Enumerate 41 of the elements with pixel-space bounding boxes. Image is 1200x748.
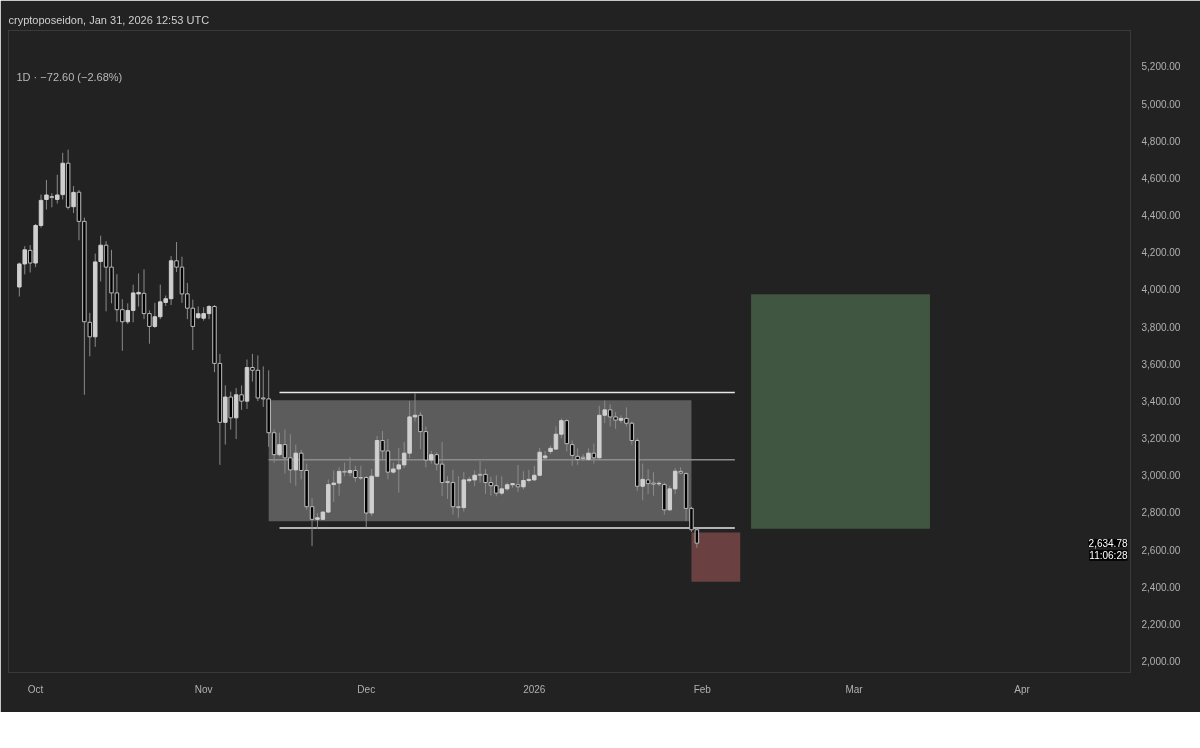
y-tick-label: 4,000.00 <box>1141 284 1181 296</box>
y-tick-label: 2,800.00 <box>1141 507 1181 519</box>
candlestick <box>228 391 233 431</box>
candlestick <box>49 192 55 208</box>
y-tick-label: 4,800.00 <box>1141 135 1181 147</box>
y-tick-label: 3,800.00 <box>1141 321 1181 333</box>
y-tick-label: 4,400.00 <box>1141 210 1181 222</box>
y-tick-label: 3,400.00 <box>1141 395 1181 407</box>
candlestick <box>515 464 521 493</box>
x-tick-label: Feb <box>693 683 712 695</box>
x-tick-label: 2026 <box>523 683 546 695</box>
chart-subtitle: cryptoposeidon, Jan 31, 2026 12:53 UTC <box>8 13 210 26</box>
y-tick-label: 3,200.00 <box>1141 433 1181 445</box>
y-tick-label: 2,400.00 <box>1141 581 1181 593</box>
text: 1D · −72.60 (−2.68%) <box>16 70 123 83</box>
candlestick <box>44 179 49 210</box>
x-tick-label: Dec <box>357 683 376 695</box>
y-tick-label: 4,200.00 <box>1141 247 1181 259</box>
candlestick <box>618 414 624 424</box>
x-tick-label: Oct <box>27 683 44 695</box>
candlestick <box>87 312 93 357</box>
candlestick <box>640 463 645 501</box>
annotation: 2,634.78 <box>1088 538 1128 550</box>
candlestick <box>233 387 239 440</box>
x-tick-label: Mar <box>845 683 864 695</box>
y-tick-label: 3,600.00 <box>1141 358 1181 370</box>
y-tick-label: 5,000.00 <box>1141 98 1181 110</box>
x-tick-label: Nov <box>194 683 213 695</box>
y-tick-label: 3,000.00 <box>1141 470 1181 482</box>
candlestick <box>277 432 282 457</box>
y-tick-label: 2,000.00 <box>1141 656 1181 668</box>
y-tick-label: 2,200.00 <box>1141 618 1181 630</box>
y-tick-label: 2,600.00 <box>1141 544 1181 556</box>
candlestick <box>564 418 570 452</box>
annotation: 11:06:28 <box>1089 549 1128 561</box>
y-tick-label: 5,200.00 <box>1141 61 1181 73</box>
x-tick-label: Apr <box>1014 683 1031 695</box>
candlestick <box>239 384 244 411</box>
y-tick-label: 4,600.00 <box>1141 172 1181 184</box>
candlestick <box>27 244 33 273</box>
candlestick <box>71 185 76 214</box>
